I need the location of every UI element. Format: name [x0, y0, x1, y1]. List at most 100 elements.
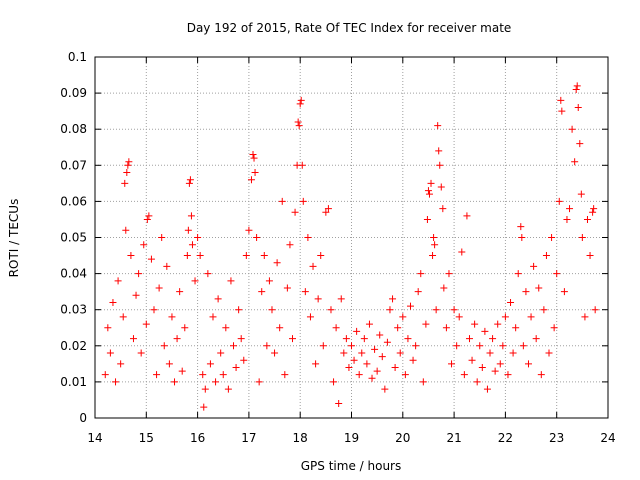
data-point	[448, 360, 456, 368]
x-tick-label: 22	[498, 431, 513, 445]
data-point	[332, 324, 340, 332]
data-point	[378, 353, 386, 361]
data-point	[106, 349, 114, 357]
y-tick-label: 0.06	[60, 194, 87, 208]
data-point	[191, 277, 199, 285]
y-tick-label: 0.08	[60, 122, 87, 136]
data-point	[153, 371, 161, 379]
data-point	[291, 208, 299, 216]
data-point	[423, 215, 431, 223]
data-point	[512, 324, 520, 332]
data-point	[121, 179, 129, 187]
x-tick-label: 19	[344, 431, 359, 445]
data-point	[460, 371, 468, 379]
data-point	[342, 335, 350, 343]
data-point	[185, 179, 193, 187]
data-point	[304, 234, 312, 241]
data-point	[435, 147, 443, 155]
data-point	[414, 288, 422, 296]
data-point	[583, 215, 591, 223]
data-point	[123, 169, 131, 177]
data-point	[206, 360, 214, 368]
data-point	[425, 190, 433, 198]
data-point	[483, 385, 491, 393]
data-point	[142, 320, 150, 328]
y-tick-label: 0.07	[60, 158, 87, 172]
data-point	[253, 234, 261, 241]
data-point	[109, 298, 117, 306]
data-point	[129, 335, 137, 343]
data-point	[296, 100, 304, 108]
data-point	[355, 371, 363, 379]
data-point	[560, 288, 568, 296]
data-point	[481, 327, 489, 335]
data-point	[224, 385, 232, 393]
data-point	[173, 335, 181, 343]
data-point	[417, 270, 425, 278]
data-point	[245, 226, 253, 234]
data-point	[271, 349, 279, 357]
data-point	[412, 342, 420, 350]
data-point	[258, 288, 266, 296]
data-point	[186, 176, 194, 184]
data-point	[363, 360, 371, 368]
data-point	[124, 161, 132, 169]
data-point	[322, 208, 330, 216]
data-point	[450, 306, 458, 314]
data-point	[168, 313, 176, 321]
data-point	[283, 284, 291, 292]
data-point	[496, 360, 504, 368]
data-point	[590, 205, 598, 213]
x-tick-label: 23	[549, 431, 564, 445]
data-point	[591, 306, 599, 314]
data-point	[360, 335, 368, 343]
data-point	[314, 295, 322, 303]
y-axis-ticks: 0 0.01 0.02 0.03 0.04 0.05 0.06 0.07 0.08 0.09 0.1	[60, 50, 608, 425]
data-point	[437, 183, 445, 191]
data-point	[247, 176, 255, 184]
data-point	[589, 208, 597, 216]
data-point	[568, 125, 576, 133]
data-point	[436, 161, 444, 169]
data-point	[373, 367, 381, 375]
data-point	[158, 234, 166, 241]
data-point	[394, 324, 402, 332]
data-point	[524, 360, 532, 368]
data-point	[555, 197, 563, 205]
data-point	[184, 226, 192, 234]
data-point	[117, 360, 125, 368]
data-point	[468, 356, 476, 364]
data-point	[581, 313, 589, 321]
data-point	[432, 306, 440, 314]
data-point	[155, 284, 163, 292]
data-point	[165, 360, 173, 368]
y-tick-label: 0.03	[60, 303, 87, 317]
data-point	[145, 212, 153, 220]
data-point	[430, 234, 438, 241]
data-point	[122, 226, 130, 234]
data-point	[499, 342, 507, 350]
y-axis-label: ROTI / TECUs	[7, 199, 21, 278]
data-point	[324, 205, 332, 213]
y-tick-label: 0.05	[60, 231, 87, 245]
data-point	[465, 335, 473, 343]
data-point	[553, 270, 561, 278]
data-point	[577, 190, 585, 198]
data-point	[391, 363, 399, 371]
data-point	[104, 324, 112, 332]
data-point	[286, 241, 294, 249]
data-point	[404, 335, 412, 343]
data-point	[566, 205, 574, 213]
data-point	[178, 367, 186, 375]
data-point	[439, 205, 447, 213]
data-point	[576, 140, 584, 148]
data-point	[530, 262, 538, 270]
data-point	[445, 270, 453, 278]
data-point	[507, 298, 515, 306]
data-point	[434, 122, 442, 130]
data-point	[295, 122, 303, 130]
data-point	[574, 104, 582, 112]
data-point	[327, 306, 335, 314]
data-point	[312, 360, 320, 368]
data-point	[527, 313, 535, 321]
